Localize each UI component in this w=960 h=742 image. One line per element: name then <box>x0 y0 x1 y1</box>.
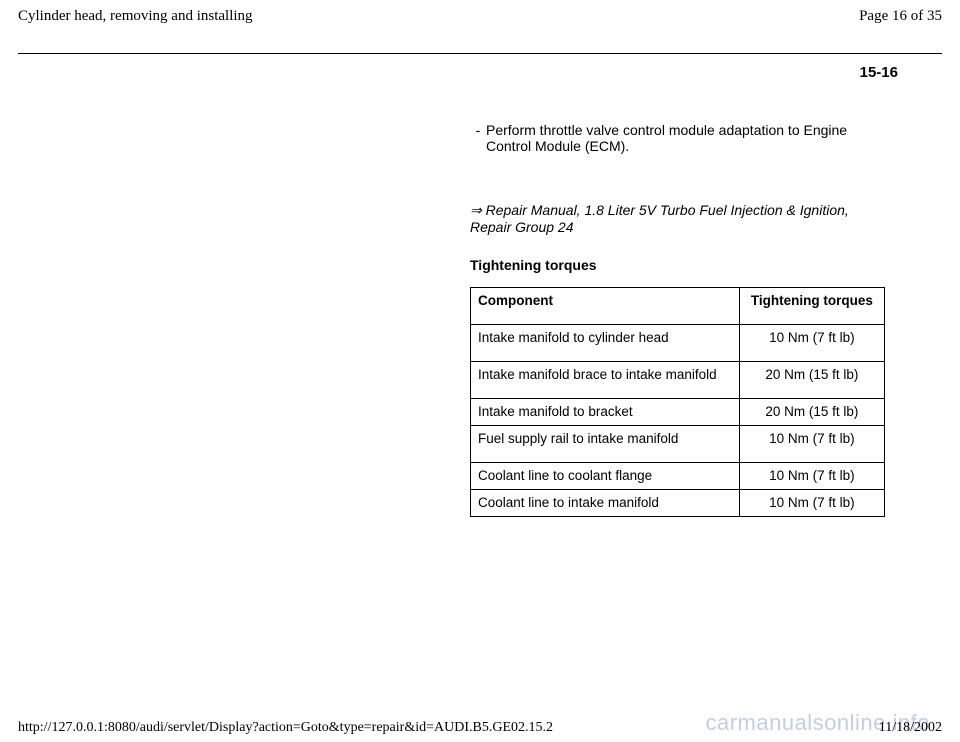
table-row: Intake manifold to bracket 20 Nm (15 ft … <box>471 399 885 426</box>
header-title: Cylinder head, removing and installing <box>18 8 253 25</box>
table-cell-component: Intake manifold to bracket <box>471 399 740 426</box>
section-heading: Tightening torques <box>470 257 900 273</box>
tightening-torques-table: Component Tightening torques Intake mani… <box>470 287 885 517</box>
section-page-reference: 15-16 <box>0 64 960 81</box>
table-cell-component: Fuel supply rail to intake manifold <box>471 426 740 463</box>
main-content: - Perform throttle valve control module … <box>470 122 900 517</box>
reference-arrow-icon: ⇒ <box>470 202 482 218</box>
table-row: Intake manifold brace to intake manifold… <box>471 362 885 399</box>
table-cell-component: Coolant line to coolant flange <box>471 463 740 490</box>
table-row: Intake manifold to cylinder head 10 Nm (… <box>471 325 885 362</box>
table-header-component: Component <box>471 288 740 325</box>
bullet-marker: - <box>470 122 486 154</box>
manual-reference: ⇒ Repair Manual, 1.8 Liter 5V Turbo Fuel… <box>470 202 900 235</box>
table-cell-component: Coolant line to intake manifold <box>471 490 740 517</box>
table-header-torque: Tightening torques <box>739 288 884 325</box>
header-page-number: Page 16 of 35 <box>859 8 942 25</box>
reference-text: Repair Manual, 1.8 Liter 5V Turbo Fuel I… <box>470 202 849 235</box>
table-cell-component: Intake manifold brace to intake manifold <box>471 362 740 399</box>
table-cell-torque: 20 Nm (15 ft lb) <box>739 362 884 399</box>
table-row: Fuel supply rail to intake manifold 10 N… <box>471 426 885 463</box>
instruction-bullet: - Perform throttle valve control module … <box>470 122 900 154</box>
table-row: Coolant line to intake manifold 10 Nm (7… <box>471 490 885 517</box>
bullet-text: Perform throttle valve control module ad… <box>486 122 900 154</box>
footer-date: 11/18/2002 <box>879 720 942 736</box>
table-row: Coolant line to coolant flange 10 Nm (7 … <box>471 463 885 490</box>
table-cell-torque: 10 Nm (7 ft lb) <box>739 426 884 463</box>
header-divider <box>18 53 942 54</box>
table-cell-torque: 10 Nm (7 ft lb) <box>739 490 884 517</box>
print-header: Cylinder head, removing and installing P… <box>0 0 960 29</box>
table-cell-component: Intake manifold to cylinder head <box>471 325 740 362</box>
table-header-row: Component Tightening torques <box>471 288 885 325</box>
table-cell-torque: 10 Nm (7 ft lb) <box>739 463 884 490</box>
table-cell-torque: 20 Nm (15 ft lb) <box>739 399 884 426</box>
print-footer: http://127.0.0.1:8080/audi/servlet/Displ… <box>0 720 960 736</box>
table-cell-torque: 10 Nm (7 ft lb) <box>739 325 884 362</box>
footer-url: http://127.0.0.1:8080/audi/servlet/Displ… <box>18 720 553 736</box>
